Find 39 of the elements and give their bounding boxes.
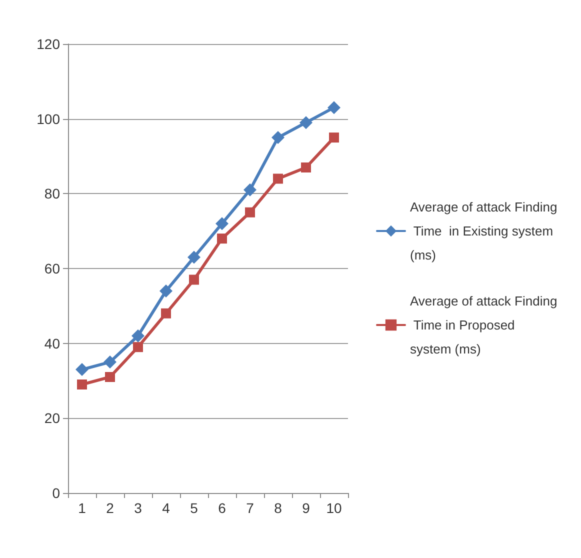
point (216, 217, 228, 230)
y-tick-label: 20 (44, 410, 60, 426)
point (300, 116, 312, 130)
x-tick-label: 7 (246, 500, 254, 516)
y-tick-label: 60 (44, 260, 60, 276)
point (245, 207, 255, 218)
point (244, 183, 256, 196)
legend-label: Average of attack Finding Time in Proposed system (ms) (410, 294, 558, 356)
x-tick-label: 5 (190, 500, 198, 516)
point (77, 379, 87, 390)
point (328, 101, 340, 114)
point (301, 162, 311, 172)
x-tick-label: 10 (326, 500, 342, 516)
x-tick-label: 3 (134, 500, 142, 516)
x-tick-label: 4 (162, 500, 170, 516)
y-tick-label: 120 (36, 36, 60, 52)
y-tick-label: 100 (36, 110, 60, 127)
point (161, 308, 171, 318)
x-tick-label: 1 (78, 500, 86, 516)
y-tick-label: 80 (44, 186, 60, 202)
point (189, 274, 199, 285)
point (105, 372, 115, 382)
point (76, 363, 88, 376)
point (272, 131, 284, 144)
x-tick-label: 2 (106, 500, 114, 516)
legend-label: Average of attack Finding Time in Existing system (ms) (410, 200, 558, 262)
point (329, 132, 339, 143)
x-tick-label: 6 (218, 500, 226, 516)
point (217, 234, 227, 244)
y-tick-label: 0 (52, 485, 60, 501)
point (132, 329, 144, 342)
point (188, 250, 200, 264)
point (104, 356, 116, 369)
point (133, 342, 143, 352)
x-tick-label: 9 (302, 500, 310, 516)
y-tick-label: 40 (44, 335, 60, 352)
x-tick-label: 8 (274, 500, 282, 516)
point (160, 284, 172, 298)
point (273, 174, 283, 184)
